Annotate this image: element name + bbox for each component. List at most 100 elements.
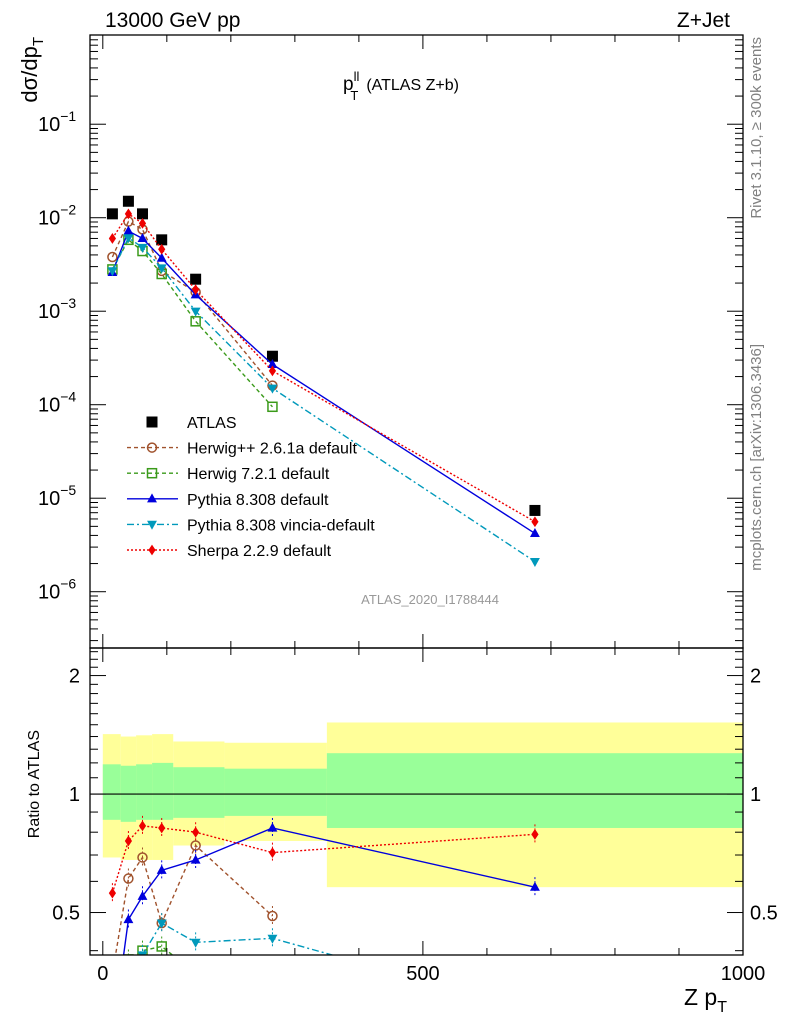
ratio-point-pythia-4 — [190, 854, 201, 864]
point-pythia-5 — [267, 358, 278, 368]
y-tick-label: 10−2 — [38, 202, 76, 230]
y-axis-label-main: dσ/dpT — [17, 37, 47, 103]
point-herwigpp-0 — [107, 251, 118, 263]
ratio-point-herwigpp-0 — [108, 969, 117, 978]
ratio-point-sherpa-1 — [124, 835, 133, 847]
ratio-band-inner-0 — [102, 764, 121, 820]
ratio-point-vincia-2 — [137, 951, 148, 955]
ratio-point-sherpa-2 — [138, 820, 147, 832]
x-tick-label: 1000 — [721, 963, 766, 985]
y-tick-label: 10−5 — [38, 482, 76, 510]
main-plot-data — [106, 195, 541, 567]
axes — [89, 34, 744, 956]
y-axis-label-ratio: Ratio to ATLAS — [26, 730, 43, 838]
point-atlas-3 — [156, 234, 168, 246]
legend-label-sherpa: Sherpa 2.2.9 default — [187, 543, 332, 560]
ratio-y-tick-label-right: 1 — [750, 784, 761, 806]
point-sherpa-6 — [531, 516, 539, 528]
plot-title-suffix: (ATLAS Z+b) — [366, 77, 459, 94]
ratio-point-herwig7-1 — [123, 954, 134, 955]
ratio-line-herwigpp — [114, 844, 273, 955]
ratio-point-herwigpp-1 — [123, 873, 134, 884]
ratio-point-vincia-3 — [156, 919, 167, 929]
ratio-band-inner-3 — [152, 762, 174, 820]
point-pythia-1 — [123, 225, 134, 235]
ratio-point-sherpa-6 — [531, 828, 539, 840]
x-tick-label: 500 — [406, 963, 439, 985]
point-atlas-0 — [106, 208, 118, 220]
legend-label-herwig7: Herwig 7.2.1 default — [187, 466, 330, 483]
point-pythia-6 — [529, 528, 540, 538]
ratio-band-inner-4 — [173, 767, 225, 818]
legend-marker-pythia — [147, 493, 157, 503]
point-atlas-6 — [529, 504, 541, 516]
ratio-y-tick-label-right: 2 — [750, 666, 761, 688]
point-atlas-5 — [266, 350, 278, 362]
y-tick-label: 10−6 — [38, 576, 76, 604]
ratio-point-herwig7-4 — [191, 969, 200, 978]
ratio-point-pythia-5 — [267, 822, 278, 832]
legend-marker-herwig7 — [146, 467, 158, 479]
point-atlas-2 — [136, 208, 148, 220]
point-herwig7-5 — [267, 401, 278, 413]
ratio-point-sherpa-4 — [192, 826, 200, 838]
y-tick-label: 10−4 — [38, 389, 76, 417]
ratio-point-pythia-6 — [529, 881, 540, 891]
legend-label-pythia: Pythia 8.308 default — [187, 492, 329, 509]
point-herwig7-4 — [190, 316, 201, 327]
header-right: Z+Jet — [677, 9, 730, 32]
series-line-herwig7 — [111, 238, 273, 408]
point-vincia-1 — [123, 234, 134, 244]
point-sherpa-2 — [138, 217, 147, 229]
point-sherpa-1 — [124, 208, 133, 220]
ratio-point-herwigpp-2 — [137, 852, 148, 863]
ratio-point-herwig7-3 — [156, 941, 167, 952]
point-sherpa-3 — [158, 243, 166, 255]
ratio-band-inner-6 — [326, 753, 743, 828]
ratio-y-tick-label-right: 0.5 — [750, 903, 778, 925]
ratio-point-pythia-2 — [137, 890, 148, 900]
legend-marker-vincia — [147, 520, 157, 530]
point-vincia-4 — [190, 307, 201, 317]
legend-label-herwigpp: Herwig++ 2.6.1a default — [187, 441, 357, 458]
x-axis-label: Z pT — [684, 984, 727, 1016]
ratio-plot-frame — [89, 647, 744, 956]
ratio-point-sherpa-0 — [108, 887, 117, 899]
ratio-error-bands — [90, 722, 743, 888]
ratio-band-inner-5 — [224, 768, 327, 816]
rivet-version-label: Rivet 3.1.10, ≥ 300k events — [748, 37, 765, 219]
tick-labels: 0 500 1000 10−1 10−2 10−3 10−4 10−5 10−6 0.5 0.5 1 1… — [38, 108, 778, 985]
x-axis-label-sub: T — [717, 999, 727, 1016]
ratio-y-tick-label: 2 — [69, 666, 80, 688]
point-sherpa-5 — [268, 365, 277, 377]
ratio-point-sherpa-5 — [268, 847, 277, 858]
plot-title-main: p — [343, 74, 354, 95]
ratio-point-pythia-3 — [156, 864, 167, 874]
point-sherpa-4 — [192, 284, 200, 296]
series-line-herwigpp — [111, 220, 273, 387]
ratio-point-herwig7-5 — [268, 1001, 277, 1010]
point-sherpa-0 — [108, 233, 117, 244]
y-axis-label-main-base: dσ/dp — [17, 46, 42, 102]
ratio-point-vincia-1 — [123, 965, 133, 974]
analysis-id-label: ATLAS_2020_I1788444 — [361, 592, 499, 607]
y-tick-label: 10−1 — [38, 108, 76, 136]
point-vincia-6 — [529, 557, 540, 567]
point-vincia-0 — [107, 267, 118, 277]
legend-marker-sherpa — [148, 544, 156, 556]
ratio-y-tick-label: 1 — [69, 784, 80, 806]
point-vincia-5 — [267, 384, 278, 394]
ratio-band-inner-2 — [136, 764, 153, 820]
point-pythia-3 — [156, 252, 167, 262]
ratio-line-vincia — [141, 922, 335, 955]
ratio-point-pythia-1 — [123, 914, 134, 924]
plot-title-sup: ll — [354, 69, 360, 84]
point-atlas-1 — [122, 195, 134, 207]
y-tick-label: 10−3 — [38, 295, 76, 323]
ratio-point-herwigpp-5 — [267, 910, 278, 922]
ratio-point-vincia-6 — [530, 1008, 540, 1017]
plot-title: pll T (ATLAS Z+b) — [343, 69, 459, 103]
legend-marker-herwigpp — [146, 442, 158, 453]
ratio-line-herwig7 — [134, 945, 174, 955]
